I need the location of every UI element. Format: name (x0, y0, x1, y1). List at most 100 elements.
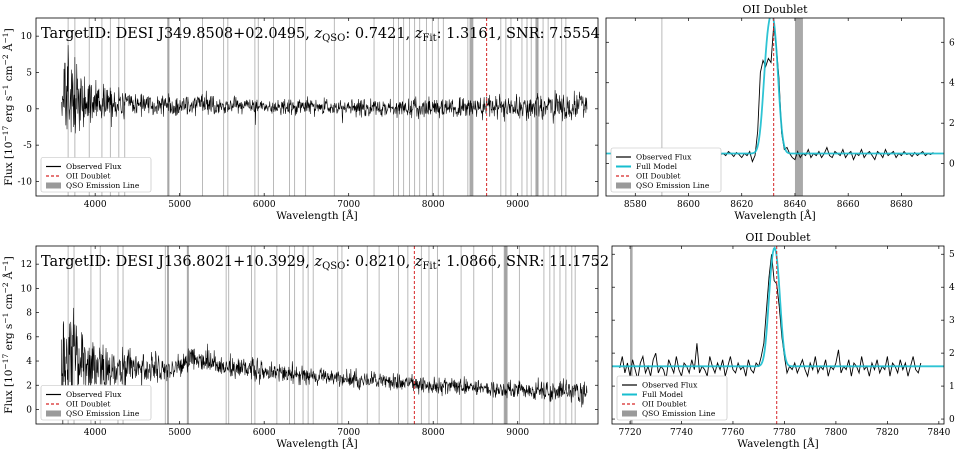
legend-label: QSO Emission Line (642, 409, 716, 418)
qso-emission-band (535, 18, 539, 196)
qso-emission-band (630, 246, 633, 424)
x-tick-label: 7840 (927, 428, 950, 438)
x-tick-label: 7780 (773, 428, 796, 438)
qso-emission-band (166, 246, 169, 424)
y-tick-label: 3 (949, 316, 955, 326)
x-axis-label: Wavelength [Å] (737, 436, 818, 450)
y-axis-label: Flux [10−17 erg s−1 cm−2 Å−1] (1, 256, 15, 413)
x-tick-label: 7720 (619, 428, 642, 438)
x-tick-label: 9000 (506, 428, 529, 438)
panel-title: OII Doublet (745, 231, 811, 244)
axes-frame (35, 245, 599, 425)
panel-row1-zoom: 8580 8600 8620 8640 8660 8680 0 2 4 6 Wavelength [… (605, 3, 955, 222)
legend-box (40, 385, 152, 421)
axes-frame (35, 17, 599, 197)
full-model-line (612, 246, 944, 368)
x-tick-label: 8640 (784, 200, 807, 210)
legend-label: Observed Flux (66, 162, 122, 171)
axes-frame (605, 17, 945, 197)
y-tick-label: 10 (21, 284, 33, 294)
x-tick-label: 8000 (422, 200, 445, 210)
legend-box (610, 147, 722, 193)
full-model-line (606, 18, 944, 155)
legend-label: OII Doublet (66, 172, 110, 181)
legend-label: OII Doublet (66, 400, 110, 409)
plot-area (61, 18, 588, 196)
x-tick-label: 7740 (670, 428, 693, 438)
panel-row2-zoom: 7720 7740 7760 7780 7800 7820 7840 0 1 2 3 4 5 Wavele… (611, 231, 955, 450)
x-tick-label: 8680 (890, 200, 913, 210)
x-axis-label: Wavelength [Å] (276, 436, 357, 450)
legend-swatch (616, 182, 631, 189)
legend-label: Full Model (636, 162, 678, 171)
x-tick-label: 7800 (824, 428, 847, 438)
panel-row1-full: 4000 5000 6000 7000 8000 9000 -10 -5 0 5 10 Wavelen… (1, 17, 600, 222)
legend-label: Observed Flux (642, 381, 698, 390)
legend-label: QSO Emission Line (636, 181, 710, 190)
x-tick-label: 7760 (722, 428, 745, 438)
y-tick-label: 5 (949, 250, 955, 260)
legend-label: OII Doublet (642, 400, 686, 409)
legend-box (40, 157, 152, 193)
y-tick-label: 2 (949, 349, 955, 359)
legend-swatch (622, 410, 637, 417)
observed-flux-line (61, 45, 588, 134)
axes-frame (611, 245, 945, 425)
y-tick-label: 0 (26, 105, 32, 115)
y-tick-label: 12 (21, 260, 32, 270)
y-tick-label: 8 (26, 309, 32, 319)
y-tick-label: 0 (26, 405, 32, 415)
y-tick-label: 5 (26, 68, 32, 78)
x-tick-label: 8600 (677, 200, 700, 210)
x-tick-label: 8620 (730, 200, 753, 210)
y-tick-label: 1 (949, 382, 955, 392)
y-axis-label: Flux [10−17 erg s−1 cm−2 Å−1] (1, 28, 15, 185)
legend-label: Full Model (642, 390, 684, 399)
y-tick-label: 2 (26, 381, 32, 391)
qso-emission-band (794, 18, 803, 196)
panel-title: OII Doublet (742, 3, 808, 16)
x-tick-label: 5000 (168, 200, 191, 210)
x-tick-label: 7000 (337, 200, 360, 210)
legend-label: QSO Emission Line (66, 409, 140, 418)
legend-label: OII Doublet (636, 172, 680, 181)
x-tick-label: 6000 (253, 428, 276, 438)
y-tick-label: 4 (949, 283, 955, 293)
x-tick-label: 8580 (624, 200, 647, 210)
legend-box (616, 375, 728, 421)
x-tick-label: 4000 (84, 428, 107, 438)
y-tick-label: 6 (26, 333, 32, 343)
observed-flux-line (61, 307, 588, 424)
y-tick-label: 0 (949, 415, 955, 425)
y-tick-label: 4 (949, 79, 955, 89)
y-tick-label: 10 (21, 32, 33, 42)
x-tick-label: 4000 (84, 200, 107, 210)
observed-flux-line (616, 26, 934, 163)
qso-emission-band (186, 246, 189, 424)
plot-area (612, 246, 944, 424)
x-tick-label: 7820 (876, 428, 899, 438)
x-axis-label: Wavelength [Å] (734, 208, 815, 222)
x-tick-label: 6000 (253, 200, 276, 210)
plot-area (61, 246, 588, 424)
panel-row2-full: 4000 5000 6000 7000 8000 9000 0 2 4 6 8 10 12 Wavelen… (1, 245, 609, 450)
legend-label: Observed Flux (636, 153, 692, 162)
x-tick-label: 5000 (168, 428, 191, 438)
legend-label: Observed Flux (66, 390, 122, 399)
y-tick-label: 0 (949, 160, 955, 170)
legend-swatch (46, 182, 61, 189)
x-tick-label: 8000 (422, 428, 445, 438)
y-tick-label: 6 (949, 38, 955, 48)
observed-flux-line (619, 254, 922, 380)
legend-label: QSO Emission Line (66, 181, 140, 190)
x-axis-label: Wavelength [Å] (276, 208, 357, 222)
y-tick-label: 4 (26, 357, 32, 367)
legend-swatch (46, 410, 61, 417)
y-tick-label: -5 (23, 141, 32, 151)
target-annotation: TargetID: DESI J136.8021+10.3929, zQSO: … (41, 254, 609, 272)
x-tick-label: 7000 (337, 428, 360, 438)
